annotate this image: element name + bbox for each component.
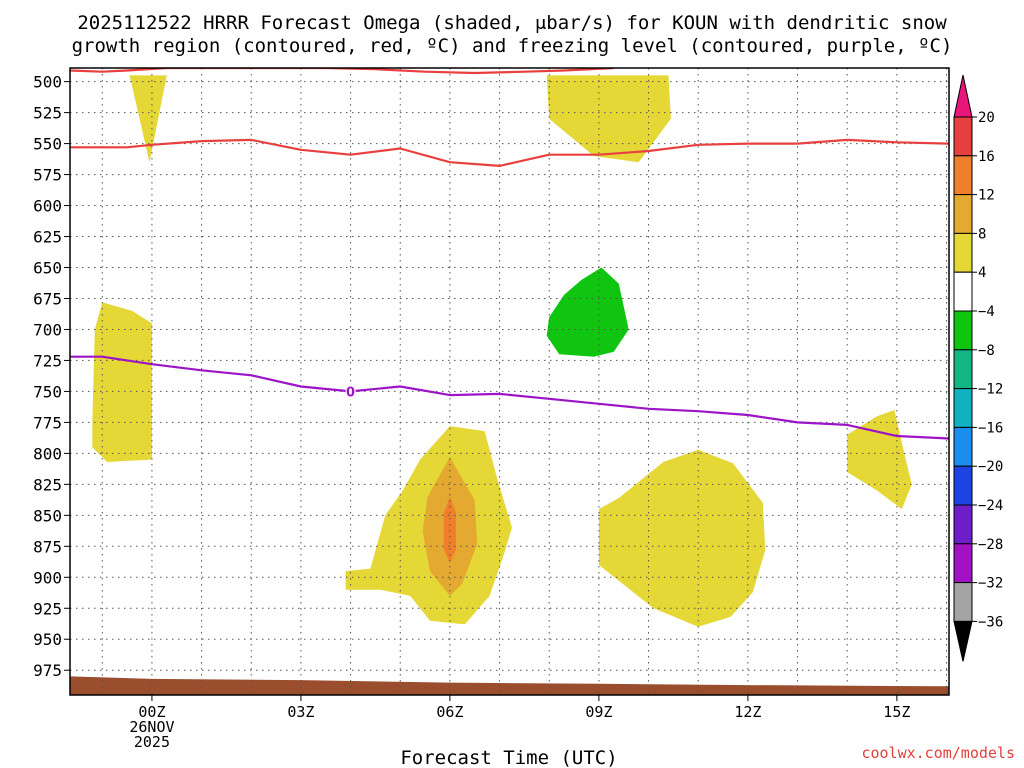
- omega-region-5: [847, 410, 912, 510]
- x-tick-label: 2025: [134, 733, 170, 751]
- omega-region-2: [92, 302, 152, 462]
- y-tick-label: 775: [33, 413, 62, 432]
- freezing-level-contour: [70, 355, 949, 440]
- y-tick-label: 675: [33, 289, 62, 308]
- colorbar-label: 16: [978, 149, 995, 165]
- y-tick-label: 900: [33, 568, 62, 587]
- contour-lines: 0: [70, 68, 949, 440]
- y-tick-label: 650: [33, 259, 62, 278]
- colorbar-label: 8: [978, 226, 986, 242]
- x-tick-label: 15Z: [883, 703, 910, 721]
- y-tick-label: 525: [33, 104, 62, 123]
- y-tick-label: 800: [33, 444, 62, 463]
- colorbar-label: −4: [978, 304, 995, 320]
- omega-region-4: [598, 449, 766, 627]
- colorbar-segment: [953, 116, 973, 157]
- colorbar-label: −28: [978, 537, 1003, 553]
- x-tick-label: 03Z: [287, 703, 314, 721]
- colorbar-segment: [953, 504, 973, 545]
- x-tick-label: 09Z: [585, 703, 612, 721]
- freezing-contour-label: 0: [346, 385, 355, 400]
- terrain-layer: [70, 676, 949, 695]
- colorbar-segment: [953, 194, 973, 234]
- colorbar-label: 4: [978, 265, 986, 281]
- colorbar-label: −12: [978, 382, 1003, 398]
- y-tick-label: 950: [33, 630, 62, 649]
- y-tick-label: 725: [33, 351, 62, 370]
- dendritic-contour-1: [70, 138, 949, 167]
- omega-region-7: [443, 496, 456, 563]
- dendritic-contour-0: [70, 68, 614, 75]
- chart-title-line-2: growth region (contoured, red, ºC) and f…: [72, 35, 953, 57]
- colorbar-label: −36: [978, 614, 1003, 630]
- x-axis-label: Forecast Time (UTC): [400, 747, 617, 768]
- y-tick-label: 700: [33, 320, 62, 339]
- y-tick-label: 625: [33, 228, 62, 247]
- colorbar-segment: [953, 232, 973, 273]
- colorbar-segment: [953, 388, 973, 428]
- colorbar-segment: [953, 349, 973, 390]
- y-tick-label: 500: [33, 73, 62, 92]
- terrain-fill: [70, 676, 949, 695]
- colorbar-label: 20: [978, 110, 995, 126]
- x-tick-label: 12Z: [734, 703, 761, 721]
- omega-region-0: [99, 75, 167, 163]
- omega-region-8: [546, 267, 629, 357]
- colorbar-bottom-arrow: [953, 620, 973, 662]
- y-tick-label: 975: [33, 661, 62, 680]
- plot-frame: [69, 67, 950, 696]
- colorbar-label: 12: [978, 188, 995, 204]
- credit-text: coolwx.com/models: [861, 744, 1015, 762]
- x-tick-label: 00Z: [138, 703, 165, 721]
- y-tick-label: 550: [33, 135, 62, 154]
- colorbar-top-arrow: [953, 74, 973, 118]
- colorbar-label: −32: [978, 576, 1003, 592]
- omega-region-1: [546, 75, 671, 163]
- y-tick-label: 825: [33, 475, 62, 494]
- colorbar-segment: [953, 271, 973, 312]
- pressure-axis: 500 525 550 575 600 625 650 675 700 725 750 775 800 8…: [33, 73, 70, 680]
- freezing-label-bg: [345, 383, 356, 400]
- colorbar-label: −20: [978, 459, 1003, 475]
- colorbar-segment: [953, 310, 973, 351]
- gridlines: [70, 68, 949, 695]
- colorbar-segment: [953, 426, 973, 467]
- y-tick-label: 575: [33, 166, 62, 185]
- x-tick-label: 06Z: [436, 703, 463, 721]
- colorbar-segment: [953, 155, 973, 196]
- y-tick-label: 925: [33, 599, 62, 618]
- colorbar-segment: [953, 543, 973, 584]
- colorbar: 20 16 12 8 4 −4 −8 −12 −16 −20 −24 −28 −32 −36: [953, 74, 1003, 662]
- colorbar-segment: [953, 582, 973, 622]
- x-tick-label: 26NOV: [129, 718, 174, 736]
- colorbar-segment: [953, 465, 973, 506]
- colorbar-label: −16: [978, 420, 1003, 436]
- y-tick-label: 750: [33, 382, 62, 401]
- y-tick-label: 850: [33, 506, 62, 525]
- colorbar-label: −8: [978, 343, 995, 359]
- colorbar-label: −24: [978, 498, 1003, 514]
- y-tick-label: 600: [33, 197, 62, 216]
- y-tick-label: 875: [33, 537, 62, 556]
- omega-shading: [92, 75, 912, 627]
- chart-title-line-1: 2025112522 HRRR Forecast Omega (shaded, …: [77, 12, 947, 34]
